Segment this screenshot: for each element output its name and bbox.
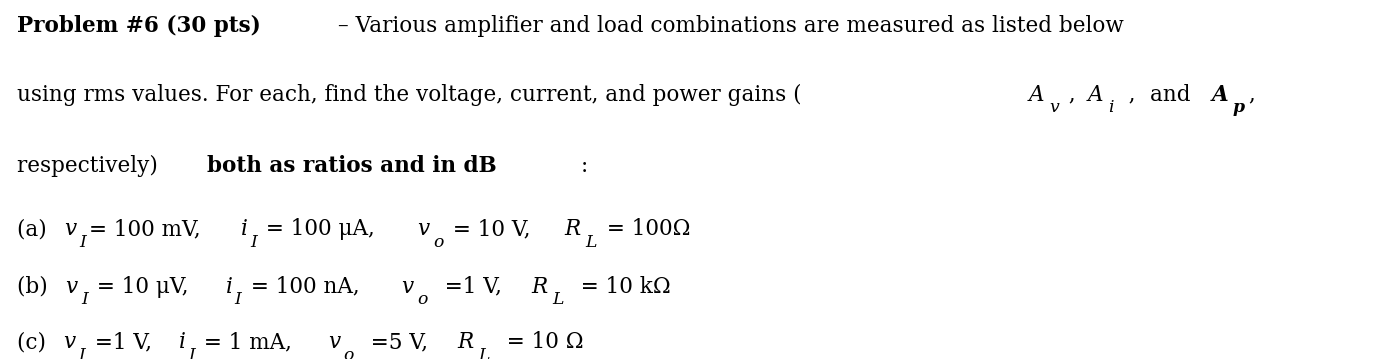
Text: ,: , xyxy=(1115,84,1143,106)
Text: (b): (b) xyxy=(17,276,54,298)
Text: v: v xyxy=(66,276,78,298)
Text: R: R xyxy=(457,331,474,353)
Text: R: R xyxy=(531,276,548,298)
Text: =1 V,: =1 V, xyxy=(88,331,159,353)
Text: o: o xyxy=(434,234,443,251)
Text: and: and xyxy=(1150,84,1197,106)
Text: :: : xyxy=(581,155,588,177)
Text: I: I xyxy=(81,291,88,308)
Text: v: v xyxy=(401,276,414,298)
Text: = 10 V,: = 10 V, xyxy=(446,218,538,240)
Text: I: I xyxy=(78,347,85,359)
Text: o: o xyxy=(344,347,354,359)
Text: L: L xyxy=(585,234,597,251)
Text: Problem #6 (30 pts): Problem #6 (30 pts) xyxy=(17,15,261,37)
Text: A: A xyxy=(1211,84,1228,106)
Text: using rms values. For each, find the voltage, current, and power gains (: using rms values. For each, find the vol… xyxy=(17,83,802,106)
Text: =5 V,: =5 V, xyxy=(357,331,435,353)
Text: v: v xyxy=(417,218,429,240)
Text: = 1 mA,: = 1 mA, xyxy=(197,331,298,353)
Text: I: I xyxy=(188,347,195,359)
Text: i: i xyxy=(1108,99,1114,116)
Text: L: L xyxy=(478,347,491,359)
Text: L: L xyxy=(552,291,563,308)
Text: I: I xyxy=(234,291,241,308)
Text: respectively): respectively) xyxy=(17,155,164,177)
Text: = 10 Ω: = 10 Ω xyxy=(493,331,584,353)
Text: i: i xyxy=(178,331,185,353)
Text: I: I xyxy=(79,234,86,251)
Text: o: o xyxy=(417,291,428,308)
Text: v: v xyxy=(1050,99,1058,116)
Text: i: i xyxy=(241,218,248,240)
Text: – Various amplifier and load combinations are measured as listed below: – Various amplifier and load combination… xyxy=(332,15,1124,37)
Text: A: A xyxy=(1029,84,1044,106)
Text: R: R xyxy=(565,218,580,240)
Text: (c): (c) xyxy=(17,331,53,353)
Text: I: I xyxy=(251,234,256,251)
Text: = 100 mV,: = 100 mV, xyxy=(88,218,206,240)
Text: both as ratios and in dB: both as ratios and in dB xyxy=(208,155,498,177)
Text: p: p xyxy=(1234,99,1245,116)
Text: i: i xyxy=(226,276,233,298)
Text: A: A xyxy=(1089,84,1104,106)
Text: v: v xyxy=(63,331,75,353)
Text: =1 V,: =1 V, xyxy=(431,276,509,298)
Text: (a): (a) xyxy=(17,218,53,240)
Text: = 100Ω: = 100Ω xyxy=(599,218,690,240)
Text: v: v xyxy=(328,331,340,353)
Text: v: v xyxy=(64,218,77,240)
Text: = 100 nA,: = 100 nA, xyxy=(244,276,367,298)
Text: = 10 μV,: = 10 μV, xyxy=(89,276,195,298)
Text: = 100 μA,: = 100 μA, xyxy=(259,218,382,240)
Text: ,: , xyxy=(1062,84,1082,106)
Text: ,: , xyxy=(1249,84,1256,106)
Text: = 10 kΩ: = 10 kΩ xyxy=(567,276,671,298)
